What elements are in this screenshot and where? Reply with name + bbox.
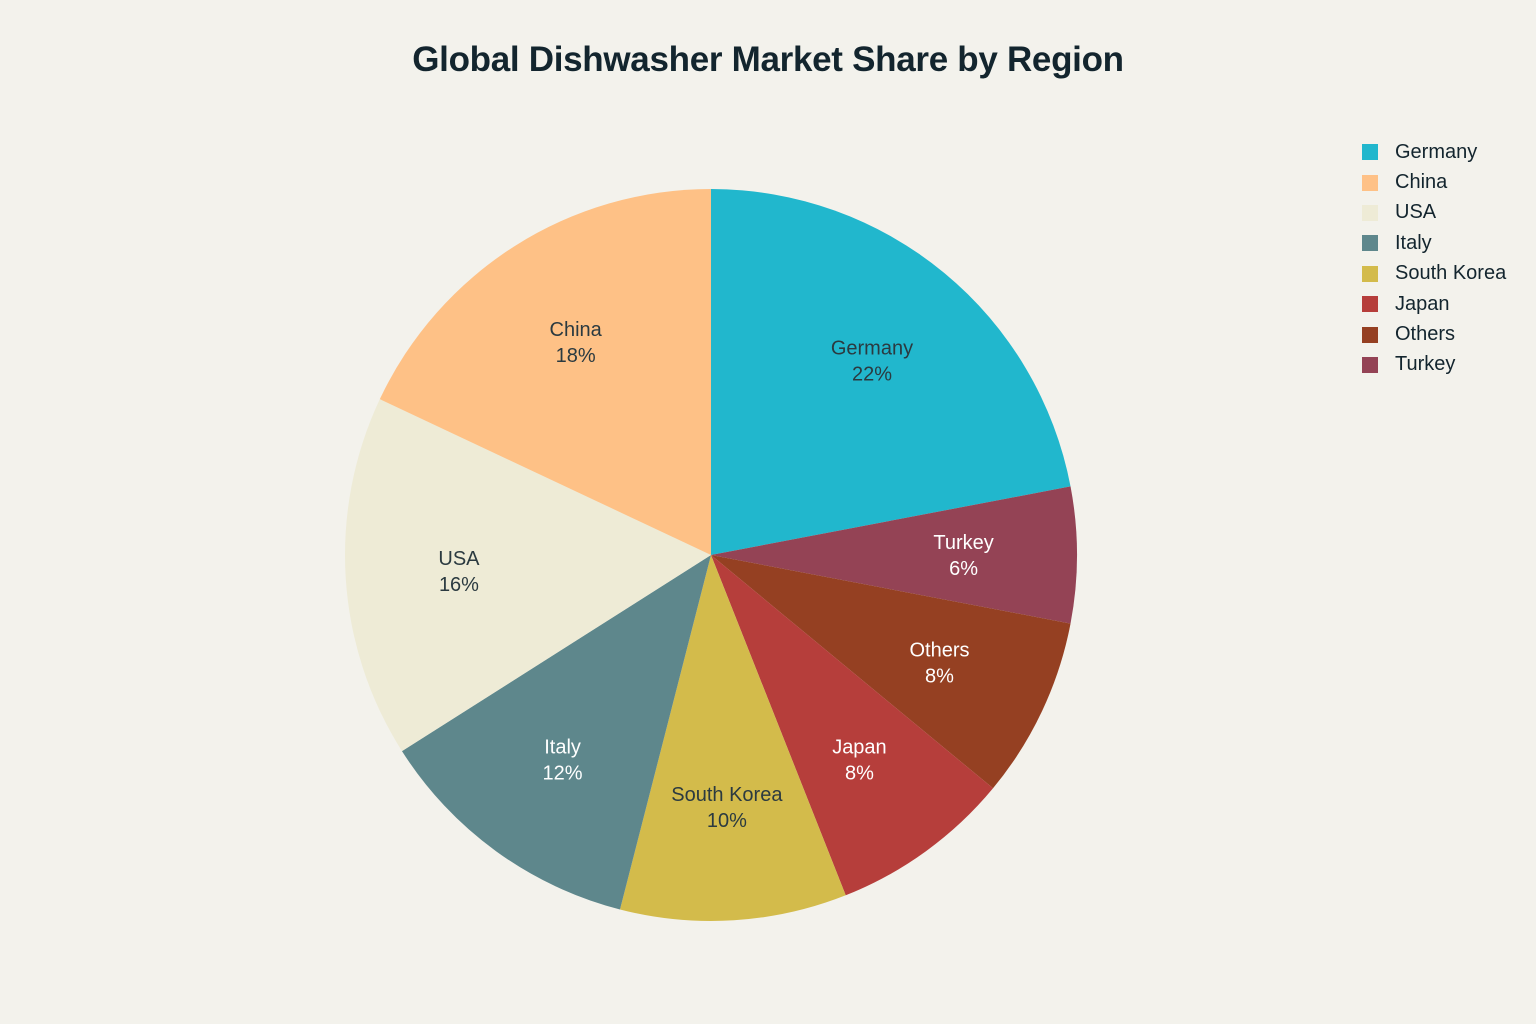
slice-name-others: Others bbox=[909, 640, 969, 662]
pie-slice-germany bbox=[711, 189, 1071, 555]
slice-value-usa: 16% bbox=[439, 574, 479, 596]
legend-label-italy: Italy bbox=[1395, 231, 1432, 254]
slice-label-south-korea: South Korea 10% bbox=[671, 784, 783, 832]
legend-item-china[interactable]: China bbox=[1362, 167, 1532, 197]
slice-label-turkey: Turkey 6% bbox=[933, 532, 993, 580]
chart-legend: Germany China USA Italy South Korea Japan Othe… bbox=[1362, 137, 1532, 380]
slice-value-japan: 8% bbox=[845, 762, 874, 784]
slice-label-china: China 18% bbox=[550, 319, 603, 367]
legend-item-south-korea[interactable]: South Korea bbox=[1362, 259, 1532, 289]
legend-swatch-others bbox=[1362, 326, 1378, 343]
pie-slice-turkey bbox=[711, 486, 1077, 624]
legend-swatch-china bbox=[1362, 174, 1378, 191]
slice-value-china: 18% bbox=[556, 345, 596, 367]
legend-item-italy[interactable]: Italy bbox=[1362, 228, 1532, 258]
legend-swatch-south-korea bbox=[1362, 265, 1378, 282]
slice-name-china: China bbox=[550, 319, 603, 341]
pie-slice-china bbox=[379, 189, 711, 555]
slice-label-italy: Italy 12% bbox=[543, 736, 583, 784]
legend-swatch-usa bbox=[1362, 204, 1378, 221]
pie-slice-italy bbox=[401, 555, 711, 910]
slice-name-south-korea: South Korea bbox=[671, 784, 783, 806]
slice-label-others: Others 8% bbox=[909, 640, 969, 688]
legend-label-south-korea: South Korea bbox=[1395, 262, 1507, 285]
legend-item-germany[interactable]: Germany bbox=[1362, 137, 1532, 167]
slice-value-turkey: 6% bbox=[949, 558, 978, 580]
legend-item-usa[interactable]: USA bbox=[1362, 198, 1532, 228]
legend-label-china: China bbox=[1395, 171, 1448, 194]
chart-title: Global Dishwasher Market Share by Region bbox=[412, 40, 1124, 79]
slice-name-germany: Germany bbox=[831, 337, 913, 359]
legend-swatch-japan bbox=[1362, 296, 1378, 313]
slice-value-italy: 12% bbox=[543, 762, 583, 784]
slice-value-germany: 22% bbox=[852, 363, 892, 385]
legend-label-turkey: Turkey bbox=[1395, 353, 1456, 376]
pie-slice-others bbox=[711, 555, 1071, 789]
slice-value-south-korea: 10% bbox=[707, 810, 747, 832]
slice-label-usa: USA 16% bbox=[438, 548, 480, 596]
slice-label-japan: Japan 8% bbox=[832, 736, 887, 784]
legend-label-usa: USA bbox=[1395, 201, 1437, 224]
legend-label-germany: Germany bbox=[1395, 140, 1478, 163]
slice-name-turkey: Turkey bbox=[933, 532, 993, 554]
legend-swatch-germany bbox=[1362, 144, 1378, 161]
legend-item-japan[interactable]: Japan bbox=[1362, 289, 1532, 319]
slice-name-usa: USA bbox=[438, 548, 480, 570]
slice-name-japan: Japan bbox=[832, 736, 887, 758]
pie-slice-south-korea bbox=[619, 555, 846, 922]
legend-item-turkey[interactable]: Turkey bbox=[1362, 350, 1532, 380]
legend-swatch-italy bbox=[1362, 235, 1378, 252]
legend-item-others[interactable]: Others bbox=[1362, 319, 1532, 349]
pie-slice-usa bbox=[344, 399, 711, 752]
legend-label-others: Others bbox=[1395, 323, 1456, 346]
slice-label-germany: Germany 22% bbox=[831, 337, 913, 385]
legend-swatch-turkey bbox=[1362, 356, 1378, 373]
slice-name-italy: Italy bbox=[544, 736, 581, 758]
pie-slice-japan bbox=[711, 555, 994, 896]
slice-value-others: 8% bbox=[925, 666, 954, 688]
legend-label-japan: Japan bbox=[1395, 292, 1450, 315]
